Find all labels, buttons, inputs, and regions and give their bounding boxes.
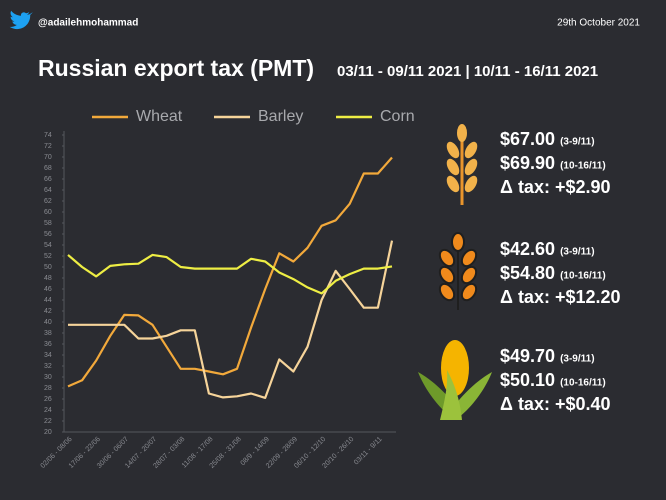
y-tick-label: 30 [44, 374, 52, 381]
legend-label: Barley [258, 108, 303, 125]
price-week-2: $69.90 [500, 153, 555, 173]
price-week-1: $67.00 [500, 129, 555, 149]
y-tick-label: 64 [44, 187, 52, 194]
y-tick-label: 66 [44, 176, 52, 183]
y-tick-label: 52 [44, 253, 52, 260]
twitter-icon [9, 10, 33, 30]
y-tick-label: 62 [44, 198, 52, 205]
period-week-2: (10-16/11) [560, 161, 606, 172]
barley-icon [438, 232, 478, 310]
y-tick-label: 34 [44, 352, 52, 359]
y-tick-label: 44 [44, 297, 52, 304]
corn-icon [418, 340, 492, 420]
period-week-2: (10-16/11) [560, 378, 606, 389]
y-tick-label: 32 [44, 363, 52, 370]
y-tick-label: 42 [44, 308, 52, 315]
tax-delta: Δ tax: +$0.40 [500, 394, 611, 414]
y-tick-label: 74 [44, 132, 52, 139]
y-tick-label: 24 [44, 407, 52, 414]
y-tick-label: 72 [44, 143, 52, 150]
tax-delta: Δ tax: +$12.20 [500, 287, 621, 307]
y-tick-label: 58 [44, 220, 52, 227]
price-week-2: $50.10 [500, 370, 555, 390]
period-week-1: (3-9/11) [560, 354, 594, 365]
y-tick-label: 20 [44, 429, 52, 436]
series-line [67, 253, 393, 295]
y-tick-label: 22 [44, 418, 52, 425]
chart-subtitle: 03/11 - 09/11 2021 | 10/11 - 16/11 2021 [337, 63, 598, 80]
date: 29th October 2021 [557, 18, 640, 29]
period-week-1: (3-9/11) [560, 137, 594, 148]
tax-delta: Δ tax: +$2.90 [500, 177, 611, 197]
handle: @adailehmohammad [38, 18, 138, 29]
legend-label: Wheat [136, 108, 183, 125]
y-tick-label: 26 [44, 396, 52, 403]
price-week-2: $54.80 [500, 263, 555, 283]
series-line [68, 240, 394, 399]
y-tick-label: 54 [44, 242, 52, 249]
price-week-1: $42.60 [500, 239, 555, 259]
y-tick-label: 48 [44, 275, 52, 282]
y-tick-label: 28 [44, 385, 52, 392]
y-tick-label: 68 [44, 165, 52, 172]
period-week-1: (3-9/11) [560, 247, 594, 258]
y-tick-label: 56 [44, 231, 52, 238]
period-week-2: (10-16/11) [560, 271, 606, 282]
y-tick-label: 50 [44, 264, 52, 271]
y-tick-label: 70 [44, 154, 52, 161]
chart-title: Russian export tax (PMT) [38, 55, 314, 81]
series-line [67, 156, 393, 388]
price-week-1: $49.70 [500, 346, 555, 366]
y-tick-label: 38 [44, 330, 52, 337]
y-tick-label: 40 [44, 319, 52, 326]
y-tick-label: 46 [44, 286, 52, 293]
legend-label: Corn [380, 108, 415, 125]
y-tick-label: 36 [44, 341, 52, 348]
y-tick-label: 60 [44, 209, 52, 216]
wheat-icon [446, 124, 478, 205]
